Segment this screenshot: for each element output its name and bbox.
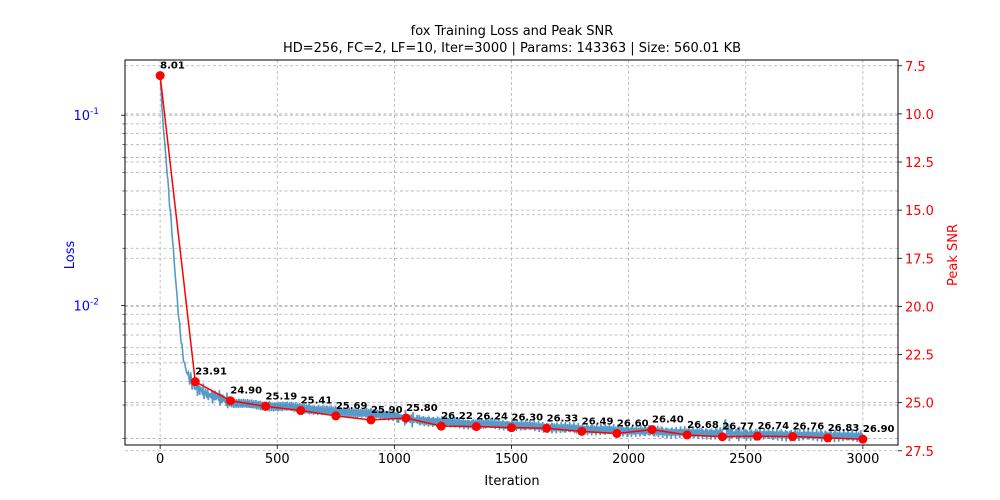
y-left-tick-label: 10-2	[73, 298, 99, 315]
x-tick-label: 1000	[378, 452, 411, 467]
psnr-point	[155, 71, 165, 81]
psnr-point	[858, 434, 868, 444]
y-right-tick-label: 20.0	[905, 300, 934, 315]
psnr-data-label: 26.83	[828, 423, 860, 434]
psnr-data-label: 8.01	[160, 61, 185, 72]
psnr-point	[331, 411, 341, 421]
psnr-point	[717, 432, 727, 442]
psnr-data-label: 26.33	[547, 413, 579, 424]
psnr-point	[401, 413, 411, 423]
psnr-point	[682, 430, 692, 440]
psnr-data-label: 24.90	[230, 386, 262, 397]
psnr-data-label: 26.22	[441, 411, 473, 422]
y-axis-label-left: Loss	[63, 241, 78, 270]
psnr-data-label: 25.80	[406, 403, 438, 414]
psnr-point	[225, 396, 235, 406]
chart-title: fox Training Loss and Peak SNR	[411, 24, 614, 39]
psnr-point	[823, 433, 833, 443]
psnr-data-label: 25.19	[266, 391, 298, 402]
psnr-data-label: 26.60	[617, 418, 649, 429]
psnr-data-label: 25.90	[371, 405, 403, 416]
y-right-tick-label: 25.0	[905, 397, 934, 412]
y-right-tick-label: 7.5	[905, 60, 926, 75]
x-tick-label: 3000	[846, 452, 879, 467]
psnr-point	[542, 423, 552, 433]
axes: 0 500 1000 1500 2000 2500 3000 10-1 10-2 7.5 10.0 1…	[73, 59, 934, 467]
y-right-tick-label: 17.5	[905, 252, 934, 267]
psnr-point	[507, 423, 516, 433]
psnr-data-label: 26.76	[793, 422, 825, 433]
psnr-point	[261, 401, 271, 411]
y-right-tick-label: 10.0	[905, 108, 934, 123]
psnr-data-label: 26.68	[687, 420, 719, 431]
x-tick-label: 1500	[495, 452, 528, 467]
psnr-point	[366, 415, 376, 425]
chart-subtitle: HD=256, FC=2, LF=10, Iter=3000 | Params:…	[283, 41, 741, 56]
psnr-data-label: 26.49	[582, 416, 614, 427]
y-right-tick-label: 12.5	[905, 156, 934, 171]
plot-frame	[124, 59, 899, 446]
psnr-data-label: 26.40	[652, 415, 684, 426]
x-axis-label: Iteration	[484, 474, 539, 489]
y-left-tick-label: 10-1	[73, 107, 99, 124]
psnr-point	[752, 431, 762, 441]
psnr-point	[647, 425, 657, 435]
x-tick-label: 2500	[729, 452, 762, 467]
psnr-point	[577, 426, 587, 436]
grid	[125, 60, 898, 452]
psnr-data-label: 26.90	[863, 424, 895, 435]
psnr-data-label: 26.30	[512, 413, 544, 424]
psnr-data-label: 25.41	[301, 396, 333, 407]
psnr-data-label: 26.77	[722, 422, 754, 433]
psnr-point	[471, 422, 481, 432]
psnr-data-label: 26.24	[476, 412, 508, 423]
psnr-data-label: 26.74	[757, 421, 789, 432]
psnr-point	[436, 421, 446, 431]
psnr-point	[612, 428, 622, 438]
x-tick-label: 0	[156, 452, 164, 467]
y-right-tick-label: 22.5	[905, 349, 934, 364]
psnr-point	[788, 432, 798, 442]
y-right-tick-label: 15.0	[905, 204, 934, 219]
x-tick-label: 500	[265, 452, 290, 467]
x-tick-label: 2000	[612, 452, 645, 467]
psnr-point	[190, 377, 200, 387]
psnr-point	[296, 406, 306, 416]
y-axis-label-right: Peak SNR	[946, 224, 961, 286]
psnr-data-label: 23.91	[195, 367, 227, 378]
y-right-tick-label: 27.5	[905, 445, 934, 460]
psnr-data-label: 25.69	[336, 401, 368, 412]
